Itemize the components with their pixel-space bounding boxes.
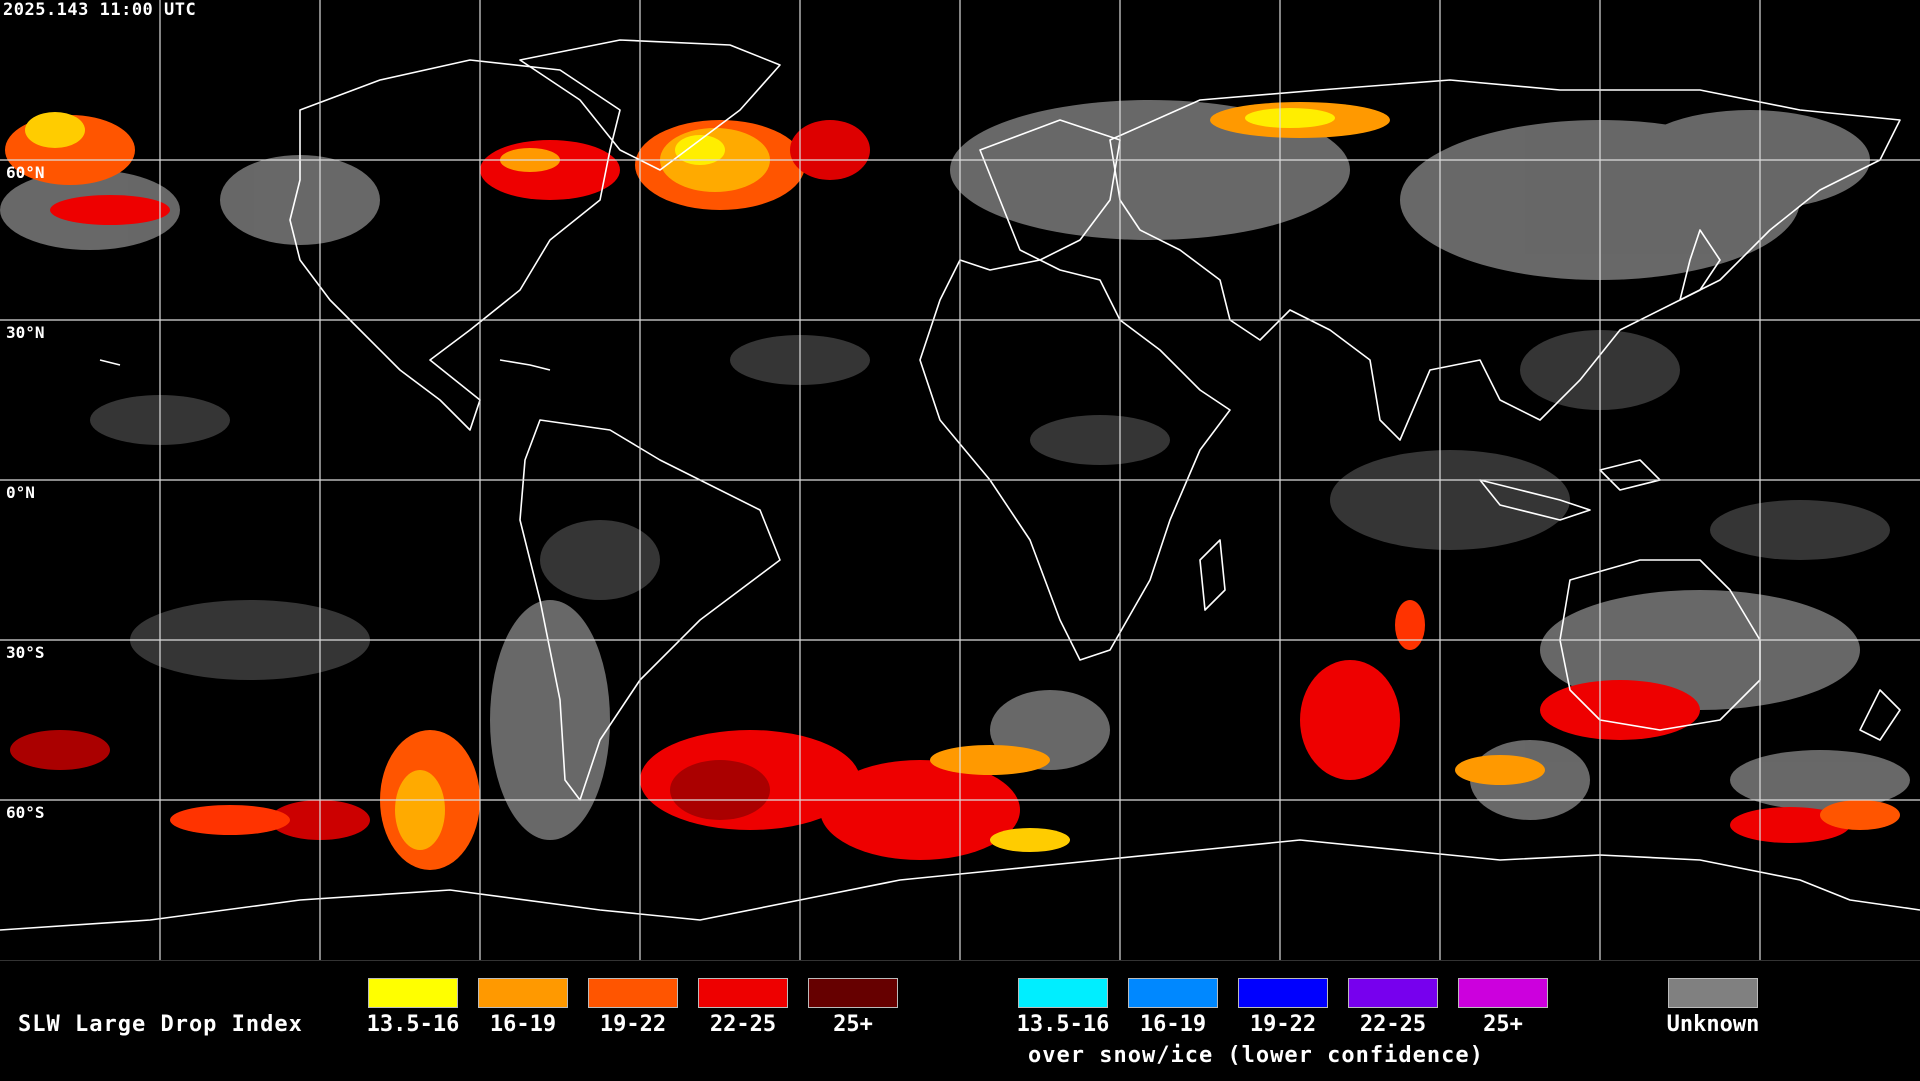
swatch-label: 13.5-16 (366, 1012, 460, 1037)
lat-label-30n: 30°N (6, 323, 45, 342)
swatch-label: 16-19 (489, 1012, 557, 1037)
snow-swatch-13-16 (1018, 978, 1108, 1008)
slw-index-regions (5, 102, 1900, 870)
lat-label-30s: 30°S (6, 643, 45, 662)
lat-label-60s: 60°S (6, 803, 45, 822)
swatch-13-16 (368, 978, 458, 1008)
unknown-label: Unknown (1666, 1012, 1760, 1037)
swatch-16-19 (478, 978, 568, 1008)
legend (0, 960, 1920, 1081)
speckle-clouds (90, 330, 1890, 680)
legend-title: SLW Large Drop Index (18, 1012, 303, 1037)
snow-caption: over snow/ice (lower confidence) (1028, 1043, 1484, 1068)
snow-swatch-label: 22-25 (1359, 1012, 1427, 1037)
snow-swatch-19-22 (1238, 978, 1328, 1008)
unknown-swatch (1668, 978, 1758, 1008)
snow-swatch-22-25 (1348, 978, 1438, 1008)
swatch-25plus (808, 978, 898, 1008)
snow-swatch-label: 16-19 (1139, 1012, 1207, 1037)
snow-swatch-label: 19-22 (1249, 1012, 1317, 1037)
swatch-19-22 (588, 978, 678, 1008)
snow-swatch-16-19 (1128, 978, 1218, 1008)
swatch-label: 19-22 (599, 1012, 667, 1037)
lat-label-0n: 0°N (6, 483, 35, 502)
snow-swatch-label: 13.5-16 (1016, 1012, 1110, 1037)
lat-label-60n: 60°N (6, 163, 45, 182)
snow-swatch-25plus (1458, 978, 1548, 1008)
swatch-label: 25+ (833, 1012, 873, 1037)
graticule (0, 0, 1920, 960)
swatch-22-25 (698, 978, 788, 1008)
timestamp: 2025.143 11:00 UTC (3, 0, 197, 20)
swatch-label: 22-25 (709, 1012, 777, 1037)
snow-swatch-label: 25+ (1483, 1012, 1523, 1037)
slw-map (0, 0, 1920, 960)
